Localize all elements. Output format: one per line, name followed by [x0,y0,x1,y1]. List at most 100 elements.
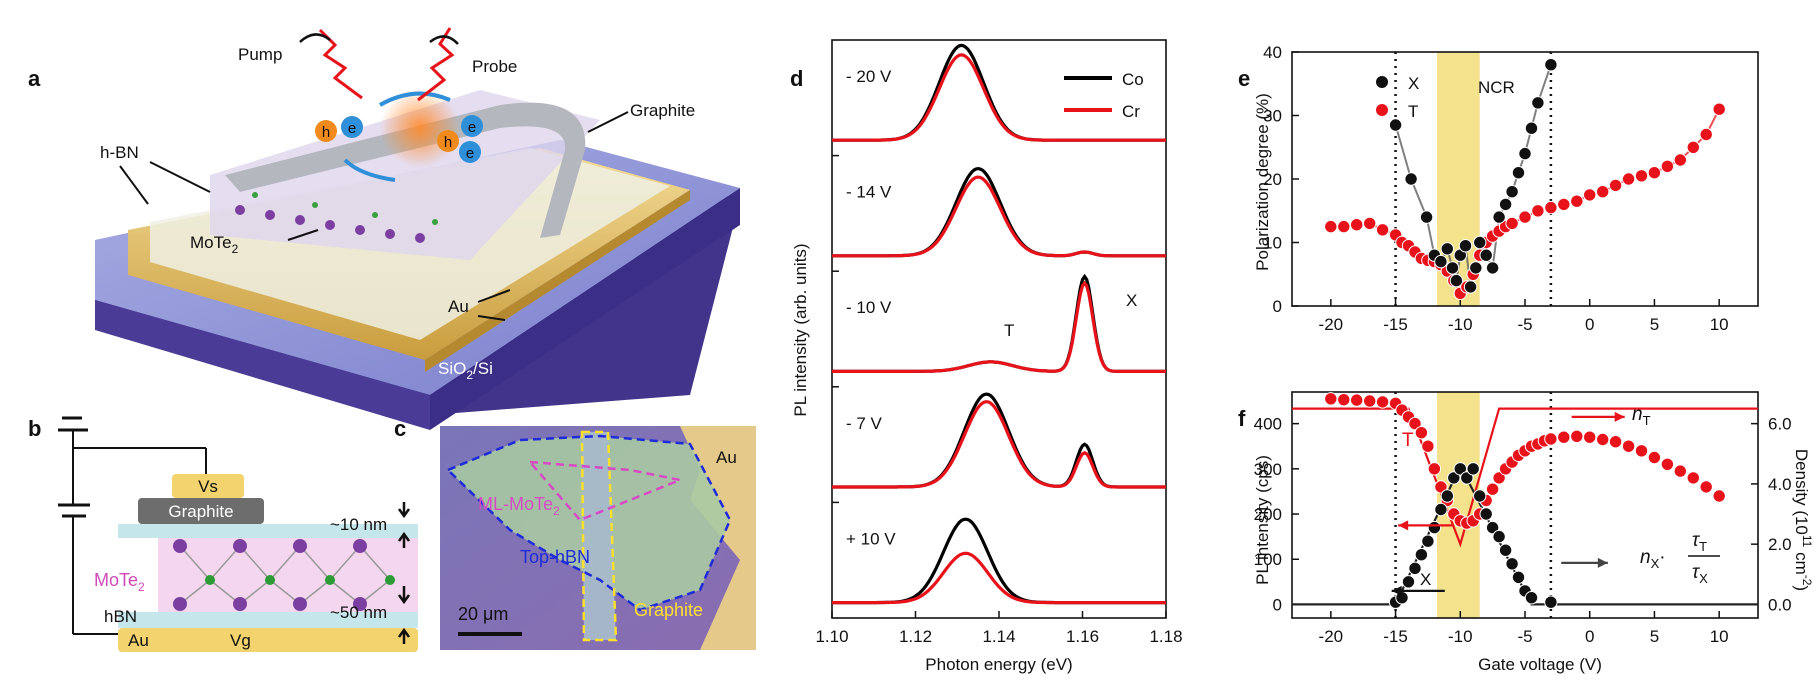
density-tau-x: τX [1692,562,1708,586]
x-point [1544,595,1558,609]
cr-trace [832,53,1166,142]
probe-polarization-icon [429,35,459,45]
t-point [1421,439,1435,453]
traces-d: - 20 V - 14 V - 10 V - 7 V + 10 V [832,43,1166,605]
nt-axis-arrow-head [1614,411,1625,422]
ylabel-d: PL intensity (arb. units) [791,243,810,416]
t-point [1596,185,1610,199]
y-tick-label: 10 [1263,234,1282,253]
x-point [1434,254,1448,269]
t-point [1634,169,1649,183]
x-axis-arrow-head [1391,585,1402,596]
density-nx-line [1292,463,1758,606]
hbn-label: h-BN [100,143,139,162]
t-point [1434,480,1448,494]
panel-b: b Vs Graphite MoTe2 hBN Au [28,416,418,652]
t-point [1485,482,1500,496]
t-fit-line [1330,108,1721,295]
legend-t-marker [1376,104,1388,116]
xlabel-f: Gate voltage (V) [1478,655,1602,674]
legend-x-marker [1376,76,1388,88]
panel-label-c: c [394,416,406,441]
t-point [1686,471,1701,485]
probe-label: Probe [472,57,517,76]
x-point [1460,471,1474,485]
thickness-arrow-1 [397,502,411,519]
t-point [1375,395,1390,409]
x-point [1544,57,1558,72]
top-thickness-label: ~10 nm [330,515,387,534]
series-label-t: T [1402,430,1414,451]
x-point [1531,96,1545,110]
x-tick-label: 10 [1710,627,1729,646]
ylabel-e: Polarization degree (%) [1253,93,1272,271]
probe-beam [417,27,455,102]
panel-label-d: d [790,66,803,91]
substrate-label: SiO2/Si [438,359,493,382]
graphite-outline [580,430,618,642]
x-point [1473,235,1487,250]
x-tick-label: -15 [1383,627,1408,646]
circulation-arrow-bottom [343,158,396,182]
t-point [1660,457,1675,471]
x-point [1445,261,1460,275]
t-point [1608,178,1623,193]
x-point [1404,172,1418,186]
t-point [1492,471,1506,485]
x-point [1466,462,1480,476]
electron-label-2: e [468,119,476,136]
graphite-label-c: Graphite [634,600,703,620]
x-point [1479,248,1493,262]
y-tick-label-right: 6.0 [1768,415,1792,434]
density-label-nx: nX· [1640,547,1666,571]
graphite-layer-b [138,498,264,524]
legend-x-label: X [1408,74,1419,93]
x-point [1427,520,1442,535]
t-point [1583,430,1597,444]
nx-axis-arrow-head [1597,557,1608,568]
panel-c: c Au ML-MoTe2 Top-hBN Graphite 20 μm [394,416,756,650]
voltage-label: + 10 V [846,529,896,548]
panel-e: e Polarization degree (%) -20 -15 -10 -5 0 5 1… [1238,43,1759,334]
hbn-label-b: hBN [104,607,137,626]
mote2-lattice-b [173,539,395,611]
au-arrow-1 [477,289,511,303]
vs-contact [172,474,244,498]
electron-carrier-3 [459,141,481,163]
voltage-label: - 20 V [846,67,892,86]
circulation-arrow-top [379,91,451,107]
y-tick-label: 40 [1263,43,1282,62]
x-tick-label: 10 [1710,315,1729,334]
panel-label-f: f [1238,406,1246,431]
density-nt-line [1292,407,1758,548]
t-point [1621,172,1636,186]
x-point [1479,507,1493,521]
x-point [1498,543,1513,557]
lattice-area [210,90,600,260]
x-point [1434,502,1448,517]
co-trace [832,43,1166,142]
t-point [1596,432,1610,447]
x-tick-label: 5 [1650,627,1659,646]
t-point [1712,489,1726,503]
x-tick-label: -10 [1448,627,1473,646]
legend-cr-label: Cr [1122,102,1140,121]
hole-label-2: h [444,134,452,151]
series-label-x: X [1420,570,1431,589]
t-point [1337,219,1351,234]
tophbn-label: Top-hBN [520,547,590,567]
x-point [1498,197,1513,212]
t-point [1608,435,1623,449]
co-trace [832,392,1166,489]
x-point [1440,242,1455,256]
ylabel-right-f: Density (1011 cm-2) [1792,449,1814,591]
x-point [1492,210,1506,224]
y-tick-label: 30 [1263,107,1282,126]
panel-a: a h e h e e [28,27,740,430]
x-point [1447,471,1461,485]
t-point [1363,394,1377,408]
y-tick-label-right: 4.0 [1768,475,1792,494]
t-point [1686,140,1701,155]
t-point [1699,480,1713,494]
